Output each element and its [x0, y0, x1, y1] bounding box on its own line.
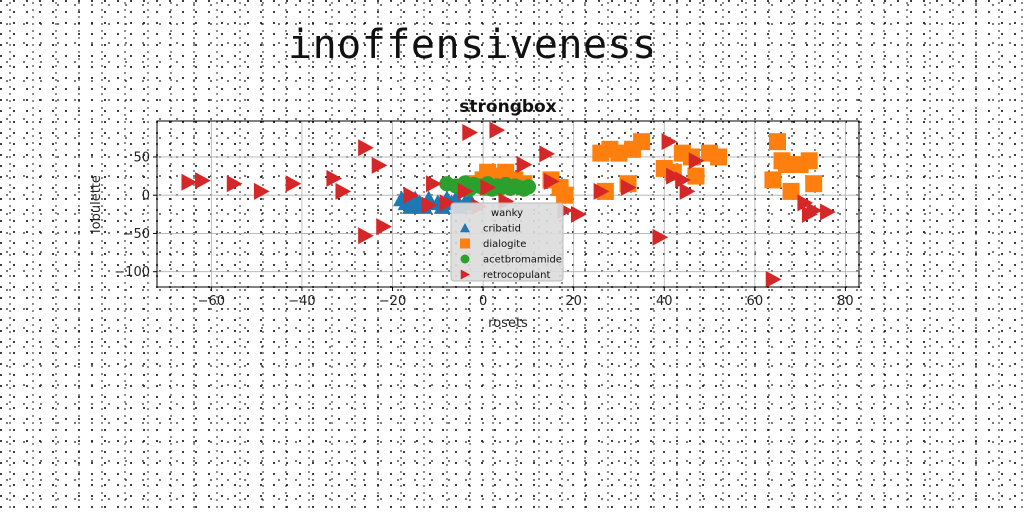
legend-marker [460, 238, 470, 249]
data-point [195, 172, 211, 190]
x-tick-label: 40 [656, 294, 673, 309]
x-tick-label: 60 [747, 294, 764, 309]
data-point [620, 179, 637, 197]
data-point [679, 182, 696, 200]
data-point [489, 121, 506, 139]
data-point [806, 202, 823, 220]
legend-entry-label: acetbromamide [483, 255, 562, 266]
data-point [376, 218, 392, 236]
legend-entry-label: cribatid [483, 224, 521, 235]
data-point [661, 133, 678, 151]
data-point [652, 228, 669, 246]
x-tick-label: −60 [198, 294, 225, 309]
x-axis-label: rosets [488, 316, 528, 331]
data-point [820, 203, 836, 221]
legend-box [450, 202, 564, 282]
data-point [710, 148, 728, 166]
marks-layer [181, 121, 836, 288]
series-retrocopulant [181, 121, 836, 288]
data-point [765, 270, 782, 288]
data-point [358, 139, 374, 157]
data-point [457, 182, 474, 200]
chart-title: strongbox [459, 97, 556, 117]
legend-entry-label: dialogite [483, 239, 526, 250]
legend-marker [460, 254, 470, 264]
data-point [764, 171, 782, 189]
data-point [570, 205, 587, 223]
x-tick-label: −20 [379, 294, 406, 309]
x-tick-label: 0 [479, 294, 487, 309]
plot-frame [156, 120, 860, 288]
data-point [181, 173, 198, 191]
data-point [797, 194, 814, 212]
legend-entry-label: retrocopulant [483, 270, 551, 281]
data-point [539, 145, 555, 163]
x-tick-label: 80 [837, 294, 854, 309]
data-point [593, 182, 610, 200]
data-point [371, 156, 388, 174]
data-point [439, 194, 456, 212]
data-point [358, 227, 374, 245]
data-point [768, 133, 786, 151]
data-point [778, 156, 796, 174]
x-tick-label: −40 [288, 294, 315, 309]
y-tick-label: 50 [133, 150, 150, 165]
data-point [426, 175, 442, 193]
data-point [285, 175, 302, 193]
data-point [520, 179, 537, 195]
data-point [462, 123, 479, 141]
data-point [610, 144, 628, 162]
data-point [226, 175, 243, 193]
data-point [800, 152, 818, 170]
page-title: inoffensiveness [288, 22, 657, 68]
legend-title: wanky [491, 208, 523, 219]
ticks-layer: −60 −40 −20 0 20 40 60 80 −100 −50 0 50 [114, 150, 853, 309]
data-point [633, 133, 651, 151]
legend: wanky cribatid dialogite acetbromamide retr… [450, 202, 564, 282]
data-point [556, 186, 574, 204]
data-point [688, 152, 705, 170]
data-point [543, 172, 560, 190]
data-point [687, 167, 705, 185]
data-point [675, 171, 691, 189]
data-point [326, 169, 343, 187]
data-point [480, 179, 497, 197]
data-point [253, 182, 270, 200]
data-point [805, 175, 823, 193]
data-point [666, 167, 682, 185]
data-point [403, 186, 420, 204]
y-tick-label: −50 [123, 227, 150, 242]
data-point [421, 196, 438, 214]
y-tick-label: −100 [114, 265, 150, 280]
y-axis-label: lobulette [89, 175, 104, 233]
legend-marker [460, 269, 470, 280]
legend-marker [460, 223, 470, 233]
data-point [516, 156, 533, 174]
data-point [335, 182, 352, 200]
data-point [782, 182, 800, 200]
x-tick-label: 20 [565, 294, 582, 309]
y-tick-label: 0 [142, 189, 150, 204]
